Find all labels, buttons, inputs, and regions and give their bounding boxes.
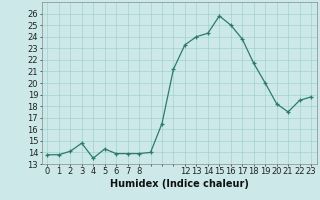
- X-axis label: Humidex (Indice chaleur): Humidex (Indice chaleur): [110, 179, 249, 189]
